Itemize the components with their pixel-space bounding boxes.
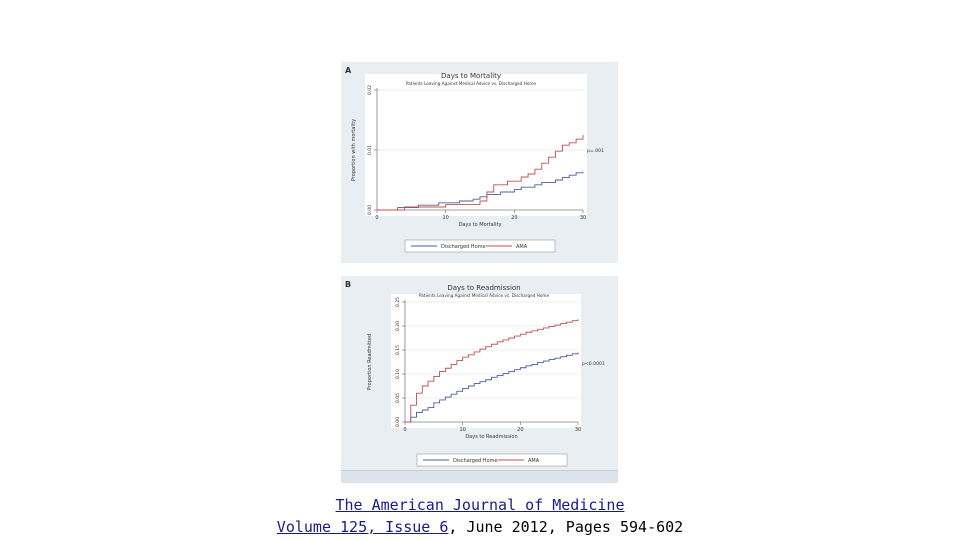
image-bottom-strip: [341, 470, 618, 483]
series-line-ama: [405, 319, 579, 423]
x-tick-label: 20: [511, 215, 517, 221]
legend-entry-discharged-home-label: Discharged Home: [453, 458, 498, 464]
y-tick-label: 0.15: [395, 345, 401, 355]
y-axis-label: Proportion Readmitted: [367, 334, 373, 390]
legend-entry-ama-label: AMA: [528, 458, 540, 464]
panel-label: A: [345, 66, 352, 75]
plot-background: [391, 294, 581, 428]
y-tick-label: 0.02: [367, 85, 373, 95]
chart-subtitle: Patients Leaving Against Medical Advice …: [419, 293, 550, 298]
legend-box: [416, 453, 568, 467]
y-tick-label: 0.01: [367, 145, 373, 155]
x-tick-label: 10: [459, 427, 465, 433]
caption-citation-line: Volume 125, Issue 6, June 2012, Pages 59…: [0, 518, 960, 536]
x-tick-label: 0: [403, 427, 406, 433]
y-tick-label: 0.00: [395, 417, 401, 427]
volume-issue-link[interactable]: Volume 125, Issue 6: [276, 518, 449, 536]
series-line-discharged-home: [405, 352, 579, 423]
y-axis-label: Proportion with mortality: [351, 119, 357, 181]
legend-entry-ama-label: AMA: [516, 244, 528, 250]
x-tick-label: 30: [580, 215, 586, 221]
x-tick-label: 0: [375, 215, 378, 221]
x-axis-label: Days to Readmission: [465, 434, 517, 440]
x-tick-label: 20: [517, 427, 523, 433]
panel-label: B: [345, 280, 351, 289]
citation-rest: , June 2012, Pages 594-602: [448, 518, 684, 536]
chart-title: Days to Mortality: [441, 72, 501, 80]
p-value-annotation: p<0.0001: [582, 361, 605, 367]
p-value-annotation: p=.001: [587, 148, 604, 154]
y-tick-label: 0.20: [395, 321, 401, 331]
x-tick-label: 30: [575, 427, 581, 433]
y-tick-label: 0.00: [367, 205, 373, 215]
y-tick-label: 0.10: [395, 369, 401, 379]
y-tick-label: 0.25: [395, 297, 401, 307]
legend-box: [404, 239, 556, 253]
plot-background: [365, 74, 587, 216]
x-axis-label: Days to Mortality: [459, 222, 502, 228]
journal-link[interactable]: The American Journal of Medicine: [335, 496, 625, 514]
series-line-discharged-home: [377, 171, 584, 211]
figure-panel-a: A Days to Mortality Patients Leaving Again…: [341, 62, 618, 263]
chart-title: Days to Readmission: [447, 284, 520, 292]
chart-subtitle: Patients Leaving Against Medical Advice …: [406, 81, 537, 86]
legend-entry-discharged-home-label: Discharged Home: [441, 244, 486, 250]
series-line-ama: [377, 135, 584, 211]
y-tick-label: 0.05: [395, 393, 401, 403]
x-tick-label: 10: [442, 215, 448, 221]
figure-panel-b: B Days to Readmission Patients Leaving Aga…: [341, 276, 618, 481]
caption-journal-line: The American Journal of Medicine: [0, 496, 960, 514]
